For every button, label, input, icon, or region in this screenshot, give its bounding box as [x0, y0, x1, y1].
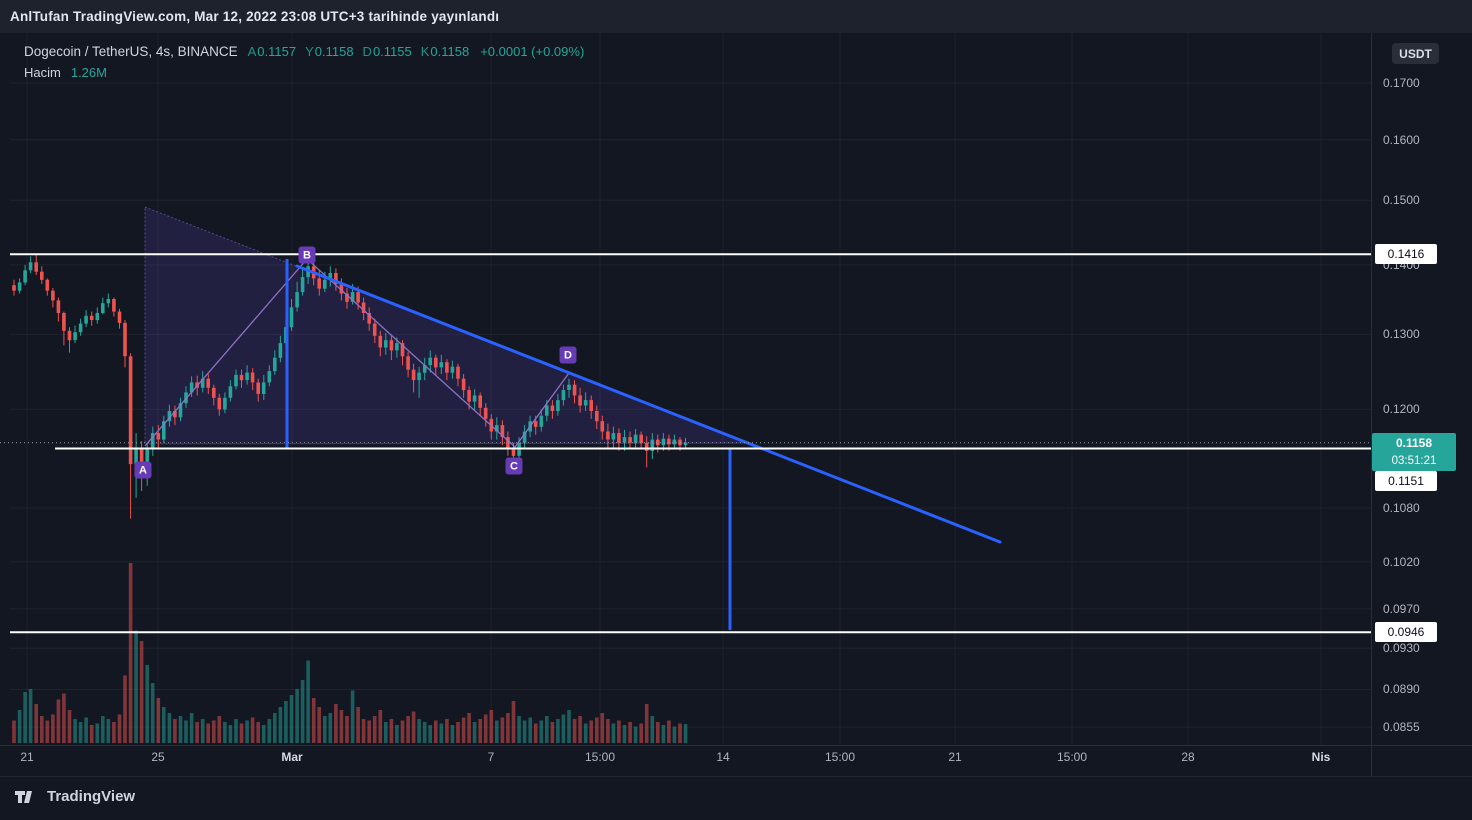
- tradingview-logo[interactable]: [14, 789, 39, 805]
- high-label: Y: [305, 44, 314, 59]
- brand-text[interactable]: TradingView: [47, 788, 136, 805]
- volume-label: Hacim: [24, 65, 61, 80]
- currency-toggle-usdt[interactable]: USDT: [1392, 43, 1439, 64]
- legend-row-volume: Hacim 1.26M: [24, 65, 584, 86]
- open-label: A: [247, 44, 257, 59]
- attribution-text: AnlTufan TradingView.com, Mar 12, 2022 2…: [10, 9, 500, 24]
- close-value: 0.1158: [430, 44, 470, 59]
- descending-trendline: [295, 264, 1002, 544]
- low-label: D: [362, 44, 372, 59]
- volume-value: 1.26M: [70, 65, 107, 80]
- abcd-pattern-lines: [144, 258, 570, 448]
- open-value: 0.1157: [257, 44, 297, 59]
- time-axis[interactable]: [0, 746, 1371, 776]
- footer-bar: TradingView: [14, 788, 135, 805]
- axis-frame: [0, 33, 1472, 777]
- ohlc-high: Y0.1158: [305, 44, 353, 59]
- price-axis[interactable]: [1372, 33, 1472, 745]
- change-value: +0.0001 (+0.09%): [480, 44, 585, 59]
- ohlc-values: A0.1157 Y0.1158 D0.1155 K0.1158 +0.0001 …: [248, 44, 585, 59]
- low-value: 0.1155: [372, 44, 412, 59]
- symbol-legend: Dogecoin / TetherUS, 4s, BINANCE A0.1157…: [24, 44, 584, 86]
- close-label: K: [420, 44, 430, 59]
- ohlc-open: A0.1157: [248, 44, 296, 59]
- volume-layer: [12, 563, 688, 743]
- lines-layer[interactable]: [0, 253, 1371, 634]
- attribution-bar: AnlTufan TradingView.com, Mar 12, 2022 2…: [0, 0, 1472, 33]
- legend-row-symbol: Dogecoin / TetherUS, 4s, BINANCE A0.1157…: [24, 44, 584, 65]
- symbol-title[interactable]: Dogecoin / TetherUS, 4s, BINANCE: [24, 44, 238, 59]
- high-value: 0.1158: [314, 44, 354, 59]
- ohlc-low: D0.1155: [363, 44, 412, 59]
- ohlc-close: K0.1158: [421, 44, 469, 59]
